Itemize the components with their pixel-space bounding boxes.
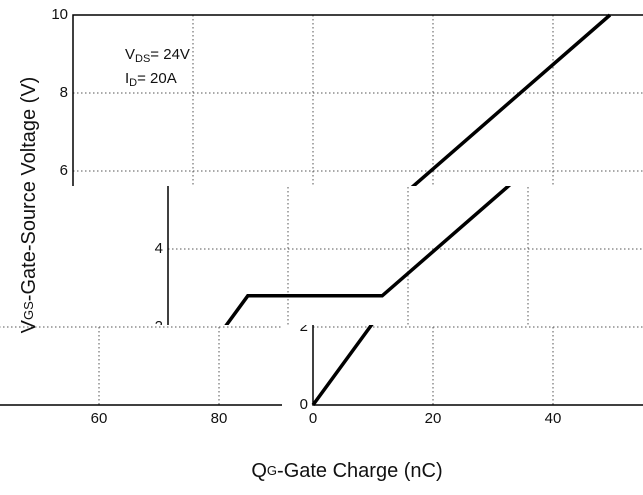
plot-frame xyxy=(0,404,282,406)
chart-strips: 0246810020406080100024681002040608010002… xyxy=(0,6,643,427)
x-tick-label: 20 xyxy=(280,410,297,427)
y-tick-label: 8 xyxy=(300,84,308,101)
x-tick-label: 40 xyxy=(545,410,562,427)
y-tick-label: 2 xyxy=(60,318,68,335)
x-tick-label: 0 xyxy=(309,410,317,427)
data-line xyxy=(311,325,374,407)
y-tick-label: 8 xyxy=(60,84,68,101)
x-tick-label: 100 xyxy=(326,410,351,427)
x-tick-label: 40 xyxy=(400,410,417,427)
x-tick-label: 20 xyxy=(425,410,442,427)
x-tick-label: 20 xyxy=(185,410,202,427)
x-tick-label: 60 xyxy=(520,410,537,427)
y-tick-label: 6 xyxy=(155,162,163,179)
x-tick-label: 80 xyxy=(211,410,228,427)
plot-frame xyxy=(312,325,643,406)
x-tick-label: 0 xyxy=(164,410,172,427)
annotation: ID= 20A xyxy=(125,70,177,89)
y-tick-label: 6 xyxy=(60,162,68,179)
x-tick-label: 60 xyxy=(91,410,108,427)
y-tick-label: 10 xyxy=(51,6,68,23)
y-axis-label: VGS-Gate-Source Voltage (V) xyxy=(18,77,40,334)
y-tick-label: 2 xyxy=(300,318,308,335)
y-tick-label: 4 xyxy=(155,240,163,257)
y-tick-label: 4 xyxy=(60,240,68,257)
y-tick-label: 6 xyxy=(300,162,308,179)
y-tick-label: 0 xyxy=(300,396,308,413)
x-tick-label: 0 xyxy=(69,410,77,427)
y-tick-label: 2 xyxy=(155,318,163,335)
x-tick-label: 80 xyxy=(640,410,643,427)
y-tick-label: 4 xyxy=(300,240,308,257)
plot-frame xyxy=(72,14,643,186)
x-axis-label: QG-Gate Charge (nC) xyxy=(251,460,442,482)
data-line xyxy=(224,186,512,325)
plot-frame xyxy=(167,186,169,325)
annotation: VDS= 24V xyxy=(125,46,190,65)
